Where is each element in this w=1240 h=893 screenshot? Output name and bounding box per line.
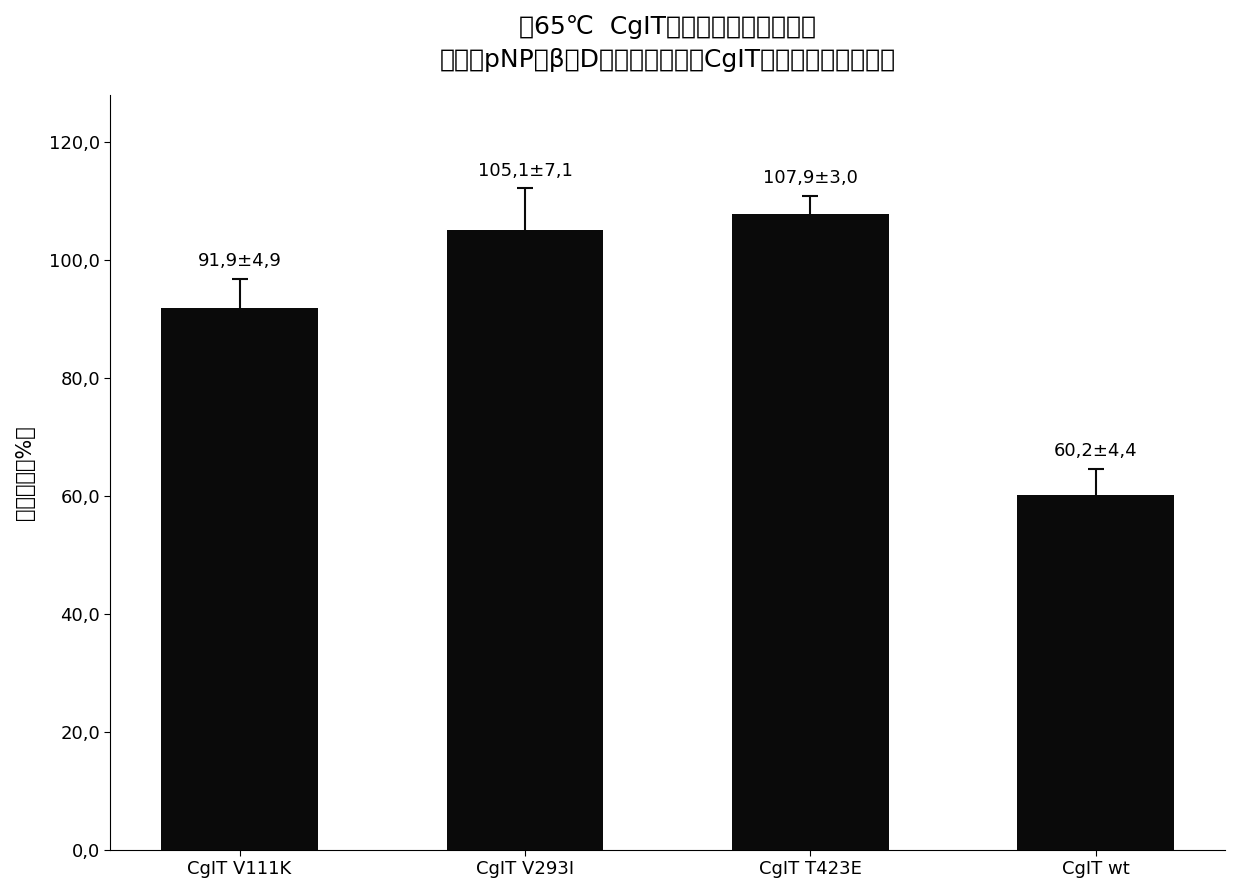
Bar — [1017, 495, 1174, 849]
Text: 60,2±4,4: 60,2±4,4 — [1054, 442, 1137, 460]
Bar — [446, 230, 604, 849]
Bar — [732, 213, 889, 849]
Text: 105,1±7,1: 105,1±7,1 — [477, 162, 573, 179]
Text: 107,9±3,0: 107,9±3,0 — [763, 169, 858, 188]
Y-axis label: 相对活性［%］: 相对活性［%］ — [15, 425, 35, 520]
Text: 91,9±4,9: 91,9±4,9 — [197, 253, 281, 271]
Title: 在65℃  CgIT突变体增加的热稳定性
用底物pNP－β－D－吡喃葡糖苷的CgIT－突变体的相对活性: 在65℃ CgIT突变体增加的热稳定性 用底物pNP－β－D－吡喃葡糖苷的CgI… — [440, 15, 895, 72]
Bar — [161, 308, 319, 849]
